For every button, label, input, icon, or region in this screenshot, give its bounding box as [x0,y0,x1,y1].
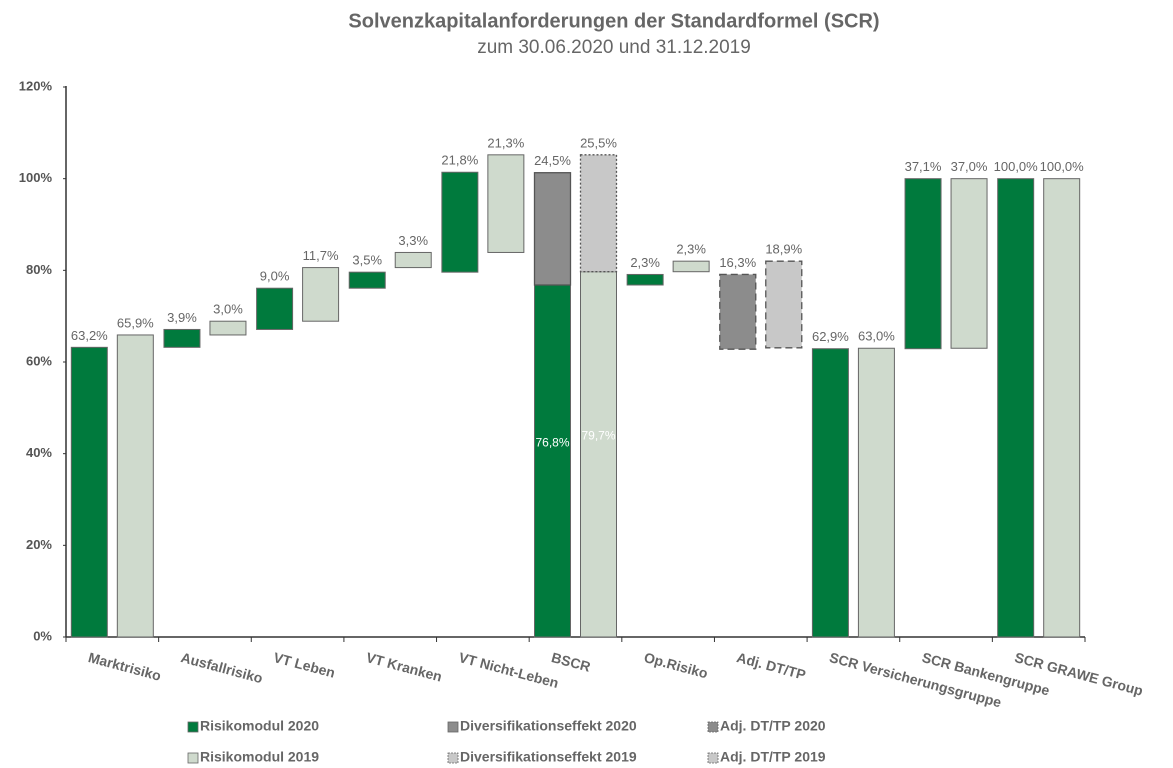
value-label: 9,0% [260,269,290,284]
y-tick-label: 80% [26,262,52,277]
value-label: 62,9% [812,329,849,344]
y-tick-label: 20% [26,537,52,552]
value-label: 100,0% [994,159,1039,174]
value-label: 3,9% [167,310,197,325]
legend-label: Adj. DT/TP 2020 [720,718,826,734]
bar [1043,178,1081,638]
x-tick-label: Marktrisiko [87,649,163,684]
bar [209,320,247,336]
bar [348,271,386,289]
bar [441,171,479,273]
bar [534,284,571,638]
y-tick-label: 120% [19,78,53,93]
legend-label: Diversifikationseffekt 2020 [460,718,637,734]
bar [580,271,617,638]
bar [765,260,803,349]
bar [857,347,895,638]
value-label: 79,7% [581,428,615,442]
legend-swatch [447,721,459,733]
value-label: 21,3% [487,135,524,150]
legend-label: Adj. DT/TP 2019 [720,749,826,765]
bar [950,178,988,349]
value-label: 76,8% [535,436,569,450]
legend-swatch [447,752,459,764]
chart-title: Solvenzkapitalanforderungen der Standard… [348,10,879,32]
bar [719,273,757,350]
bar [302,267,340,322]
bar [672,260,710,273]
bar [533,172,572,286]
value-label: 63,0% [858,329,895,344]
y-tick-label: 40% [26,445,52,460]
legend-swatch [707,721,719,733]
bar [811,348,849,638]
x-tick-label: VT Kranken [364,649,443,685]
x-tick-label: SCR Versicherungsgruppe [828,649,1004,710]
bar [256,287,294,330]
bar [997,178,1035,638]
y-tick-label: 0% [33,628,52,643]
bar [579,154,618,273]
value-label: 37,0% [951,159,988,174]
value-label: 24,5% [534,153,571,168]
bar [904,178,942,350]
value-label: 16,3% [719,255,756,270]
value-label: 65,9% [117,315,154,330]
bar [70,346,108,638]
value-label: 25,5% [580,135,617,150]
y-tick-label: 60% [26,353,52,368]
bar [394,251,432,269]
legend-label: Risikomodul 2020 [200,718,319,734]
legend-swatch [187,752,199,764]
legend-swatch [187,721,199,733]
legend-label: Diversifikationseffekt 2019 [460,749,637,765]
x-tick-label: Op.Risiko [642,649,709,681]
chart-subtitle: zum 30.06.2020 und 31.12.2019 [477,37,751,58]
value-label: 3,0% [213,302,243,317]
value-label: 100,0% [1040,159,1085,174]
value-label: 63,2% [71,328,108,343]
value-label: 11,7% [303,248,339,263]
legend-swatch [707,752,719,764]
value-label: 3,3% [398,233,428,248]
x-tick-label: VT Nicht-Leben [457,649,560,691]
value-label: 2,3% [630,255,660,270]
x-tick-label: BSCR [550,649,592,675]
bar [116,334,154,638]
x-tick-label: Adj. DT/TP [735,649,808,683]
y-tick-label: 100% [19,170,53,185]
x-tick-label: Ausfallrisiko [179,649,264,686]
value-label: 37,1% [905,159,942,174]
x-tick-label: VT Leben [272,649,337,681]
legend-label: Risikomodul 2019 [200,749,319,765]
value-label: 18,9% [765,242,802,257]
value-label: 2,3% [676,242,706,257]
bar [487,154,525,253]
value-label: 3,5% [352,253,382,268]
bar [163,328,201,348]
bar [626,273,664,286]
value-label: 21,8% [441,153,478,168]
